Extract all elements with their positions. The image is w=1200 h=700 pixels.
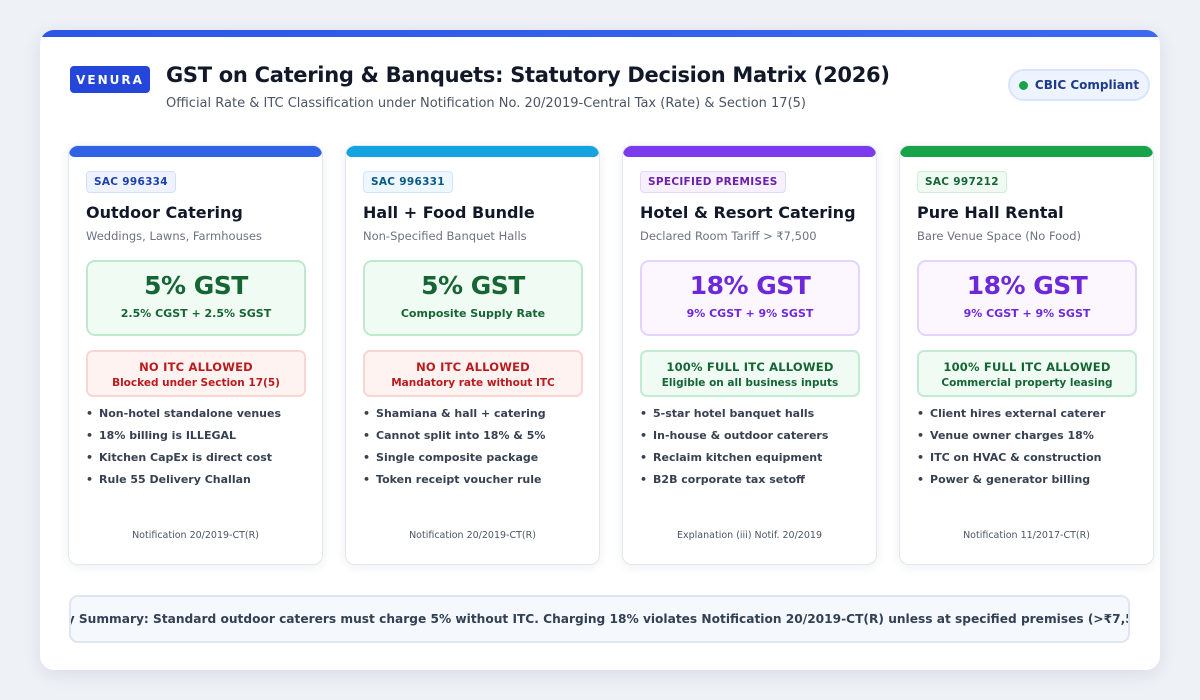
card-pure-hall-rental: SAC 997212 Pure Hall Rental Bare Venue S…: [899, 145, 1154, 565]
list-item: ITC on HVAC & construction: [917, 447, 1105, 469]
list-item: Reclaim kitchen equipment: [640, 447, 828, 469]
card-subtitle: Weddings, Lawns, Farmhouses: [86, 229, 262, 243]
list-item: Single composite package: [363, 447, 546, 469]
list-item: B2B corporate tax setoff: [640, 469, 828, 491]
tax-split: 2.5% CGST + 2.5% SGST: [120, 307, 272, 320]
list-item: Kitchen CapEx is direct cost: [86, 447, 281, 469]
gst-rate: 18% GST: [689, 271, 811, 300]
compliance-badge: CBIC Compliant: [1008, 69, 1150, 101]
tax-split: 9% CGST + 9% SGST: [963, 307, 1091, 320]
feature-list: Client hires external caterer Venue owne…: [917, 403, 1105, 491]
compliance-badge-label: CBIC Compliant: [1034, 78, 1140, 92]
top-accent-bar: [40, 30, 1160, 37]
itc-note: Commercial property leasing: [941, 377, 1113, 389]
rate-box: 18% GST 9% CGST + 9% SGST: [640, 260, 860, 336]
list-item: Power & generator billing: [917, 469, 1105, 491]
card-hall-food-bundle: SAC 996331 Hall + Food Bundle Non-Specif…: [345, 145, 600, 565]
list-item: Venue owner charges 18%: [917, 425, 1105, 447]
tax-split: Composite Supply Rate: [400, 307, 546, 320]
page-subtitle: Official Rate & ITC Classification under…: [166, 96, 806, 111]
card-reference: Notification 11/2017-CT(R): [963, 530, 1090, 541]
list-item: Rule 55 Delivery Challan: [86, 469, 281, 491]
itc-status: 100% FULL ITC ALLOWED: [666, 360, 834, 374]
sac-code-tag: SAC 996334: [86, 171, 176, 193]
itc-status: 100% FULL ITC ALLOWED: [943, 360, 1111, 374]
status-dot-icon: [1018, 80, 1028, 90]
itc-note: Eligible on all business inputs: [661, 377, 839, 389]
card-reference: Notification 20/2019-CT(R): [132, 530, 259, 541]
matrix-panel: VENURA GST on Catering & Banquets: Statu…: [40, 30, 1160, 670]
card-title: Outdoor Catering: [86, 203, 243, 222]
feature-list: Shamiana & hall + catering Cannot split …: [363, 403, 546, 491]
itc-note: Mandatory rate without ITC: [391, 377, 555, 389]
list-item: 18% billing is ILLEGAL: [86, 425, 281, 447]
card-outdoor-catering: SAC 996334 Outdoor Catering Weddings, La…: [68, 145, 323, 565]
page-title: GST on Catering & Banquets: Statutory De…: [166, 63, 890, 87]
tax-split: 9% CGST + 9% SGST: [686, 307, 814, 320]
list-item: Token receipt voucher rule: [363, 469, 546, 491]
itc-note: Blocked under Section 17(5): [112, 377, 280, 389]
gst-rate: 18% GST: [966, 271, 1088, 300]
list-item: In-house & outdoor caterers: [640, 425, 828, 447]
rate-box: 5% GST Composite Supply Rate: [363, 260, 583, 336]
card-subtitle: Declared Room Tariff > ₹7,500: [640, 229, 817, 243]
card-title: Pure Hall Rental: [917, 203, 1064, 222]
sac-code-tag: SAC 996331: [363, 171, 453, 193]
gst-rate: 5% GST: [421, 271, 525, 300]
rate-box: 18% GST 9% CGST + 9% SGST: [917, 260, 1137, 336]
itc-status-box: 100% FULL ITC ALLOWED Eligible on all bu…: [640, 350, 860, 397]
itc-status: NO ITC ALLOWED: [139, 360, 253, 374]
list-item: Client hires external caterer: [917, 403, 1105, 425]
brand-logo: VENURA: [70, 66, 150, 93]
statutory-summary: Statutory Summary: Standard outdoor cate…: [69, 595, 1130, 643]
feature-list: Non-hotel standalone venues 18% billing …: [86, 403, 281, 491]
sac-code-tag: SAC 997212: [917, 171, 1007, 193]
itc-status: NO ITC ALLOWED: [416, 360, 530, 374]
itc-status-box: 100% FULL ITC ALLOWED Commercial propert…: [917, 350, 1137, 397]
card-reference: Notification 20/2019-CT(R): [409, 530, 536, 541]
card-title: Hotel & Resort Catering: [640, 203, 856, 222]
rate-box: 5% GST 2.5% CGST + 2.5% SGST: [86, 260, 306, 336]
card-accent-bar: [69, 146, 322, 157]
sac-code-tag: SPECIFIED PREMISES: [640, 171, 786, 193]
card-accent-bar: [346, 146, 599, 157]
list-item: Cannot split into 18% & 5%: [363, 425, 546, 447]
list-item: Shamiana & hall + catering: [363, 403, 546, 425]
card-subtitle: Non-Specified Banquet Halls: [363, 229, 527, 243]
gst-rate: 5% GST: [144, 271, 248, 300]
list-item: Non-hotel standalone venues: [86, 403, 281, 425]
card-reference: Explanation (iii) Notif. 20/2019: [677, 530, 822, 541]
card-hotel-resort-catering: SPECIFIED PREMISES Hotel & Resort Cateri…: [622, 145, 877, 565]
list-item: 5-star hotel banquet halls: [640, 403, 828, 425]
feature-list: 5-star hotel banquet halls In-house & ou…: [640, 403, 828, 491]
card-subtitle: Bare Venue Space (No Food): [917, 229, 1082, 243]
itc-status-box: NO ITC ALLOWED Mandatory rate without IT…: [363, 350, 583, 397]
card-title: Hall + Food Bundle: [363, 203, 535, 222]
card-accent-bar: [623, 146, 876, 157]
card-accent-bar: [900, 146, 1153, 157]
itc-status-box: NO ITC ALLOWED Blocked under Section 17(…: [86, 350, 306, 397]
